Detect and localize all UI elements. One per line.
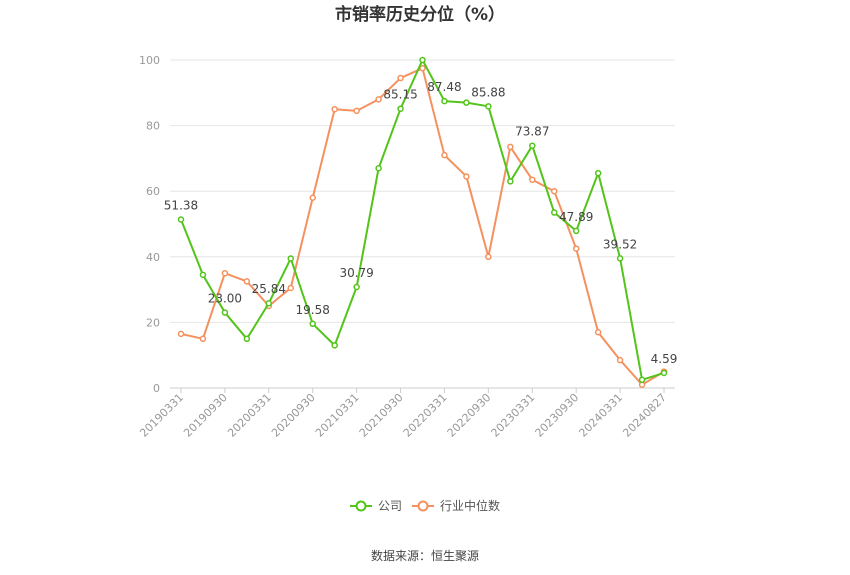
- data-point: [507, 143, 514, 151]
- series-line: [180, 67, 665, 386]
- x-tick-label: 20190930: [181, 391, 230, 440]
- data-point: [463, 173, 470, 180]
- data-point: [572, 245, 580, 252]
- x-tick-label: 20200331: [225, 391, 274, 440]
- data-point: [616, 255, 624, 262]
- x-tick-label: 20220331: [401, 391, 450, 440]
- data-point: [463, 99, 470, 106]
- legend-marker: [355, 500, 367, 512]
- data-point: [177, 330, 185, 338]
- y-tick-label: 100: [139, 54, 160, 67]
- data-label: 39.52: [603, 237, 637, 251]
- data-point: [199, 271, 207, 279]
- data-label: 87.48: [427, 80, 461, 94]
- data-point: [243, 335, 251, 343]
- data-point: [375, 96, 382, 103]
- data-point: [419, 64, 426, 72]
- data-label: 47.89: [559, 210, 593, 224]
- data-point: [594, 169, 602, 177]
- data-point: [441, 97, 448, 105]
- series-company: [177, 56, 668, 384]
- x-tick-label: 20230930: [533, 391, 582, 440]
- data-point: [199, 335, 207, 343]
- data-point: [177, 216, 185, 223]
- data-label: 85.88: [471, 85, 505, 99]
- source-text: 数据来源：恒生聚源: [371, 548, 479, 563]
- x-tick-label: 20210930: [357, 391, 406, 440]
- legend-item-industry-median[interactable]: 行业中位数: [412, 498, 500, 513]
- axes: 0 20 40 60 80 100 2019033120190930202003312020…: [137, 54, 675, 440]
- y-tick-label: 20: [146, 316, 160, 329]
- data-point: [265, 299, 273, 307]
- legend[interactable]: 公司 行业中位数: [350, 498, 500, 513]
- data-point: [221, 269, 229, 277]
- data-point: [572, 227, 580, 235]
- data-label: 23.00: [208, 292, 242, 306]
- y-tick-label: 40: [146, 251, 160, 264]
- data-point: [331, 105, 338, 113]
- data-point: [529, 176, 536, 183]
- legend-marker: [417, 500, 429, 512]
- data-point: [353, 107, 360, 115]
- data-point: [529, 142, 536, 149]
- data-point: [287, 284, 295, 292]
- data-label: 25.84: [252, 282, 286, 296]
- x-tick-label: 20240827: [620, 391, 669, 440]
- x-tick-label: 20240331: [576, 391, 625, 440]
- data-point: [616, 356, 624, 364]
- data-label: 30.79: [339, 266, 373, 280]
- series-layer: 51.38 23.00 25.84 19.58 30.79 85.15 87.48 85.88…: [164, 56, 678, 388]
- data-point: [638, 376, 646, 384]
- y-tick-label: 60: [146, 185, 160, 198]
- data-point: [243, 278, 251, 285]
- data-point: [309, 320, 316, 328]
- data-label: 51.38: [164, 198, 198, 212]
- x-tick-label: 20220930: [445, 391, 494, 440]
- data-point: [397, 74, 404, 82]
- legend-item-company[interactable]: 公司: [350, 499, 402, 513]
- data-point: [309, 194, 316, 202]
- data-label: 4.59: [651, 352, 678, 366]
- data-point: [353, 283, 360, 291]
- data-point: [375, 164, 382, 172]
- y-tick-label: 80: [146, 120, 160, 133]
- legend-label: 公司: [378, 499, 402, 513]
- x-tick-label: 20230331: [489, 391, 538, 440]
- x-tick-label: 20190331: [137, 391, 186, 440]
- data-point: [441, 151, 448, 159]
- data-labels: 51.38 23.00 25.84 19.58 30.79 85.15 87.48 85.88…: [164, 80, 678, 366]
- data-point: [397, 105, 404, 112]
- data-label: 73.87: [515, 125, 549, 139]
- x-tick-label: 20200930: [269, 391, 318, 440]
- data-point: [331, 342, 338, 349]
- y-tick-label: 0: [153, 382, 160, 395]
- series-industry-median: [177, 64, 668, 388]
- data-point: [287, 255, 295, 262]
- data-point: [594, 328, 602, 336]
- data-point: [419, 56, 426, 64]
- data-point: [550, 209, 558, 216]
- data-point: [485, 103, 492, 110]
- x-tick-label: 20210331: [313, 391, 362, 440]
- data-label: 19.58: [296, 303, 330, 317]
- data-point: [507, 178, 514, 185]
- legend-label: 行业中位数: [440, 498, 500, 513]
- chart-title: 市销率历史分位（%）: [335, 4, 505, 25]
- data-point: [660, 369, 668, 377]
- data-point: [550, 187, 558, 195]
- data-label: 85.15: [383, 88, 417, 102]
- data-point: [485, 253, 492, 261]
- data-point: [221, 309, 229, 316]
